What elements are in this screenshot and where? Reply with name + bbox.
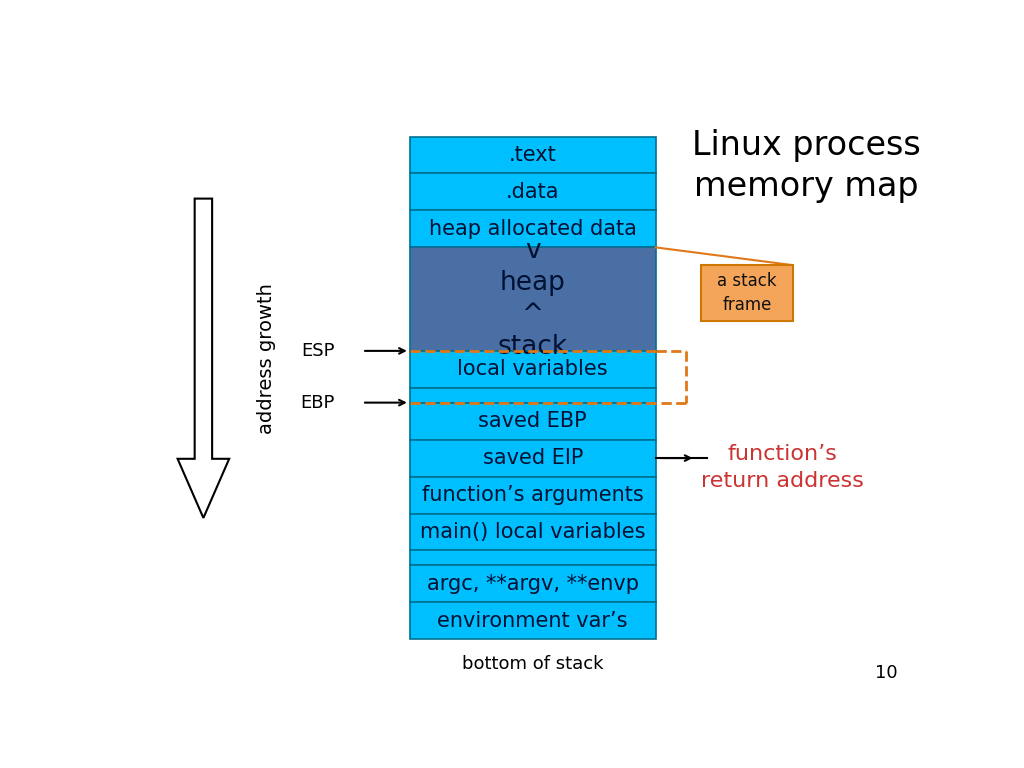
Text: saved EBP: saved EBP <box>478 411 587 431</box>
Text: function’s
return address: function’s return address <box>701 445 864 491</box>
Text: .text: .text <box>509 145 557 165</box>
Text: EBP: EBP <box>300 394 334 412</box>
Text: heap allocated data: heap allocated data <box>429 219 637 239</box>
Bar <box>410 247 655 351</box>
Text: local variables: local variables <box>458 359 608 379</box>
Text: function’s arguments: function’s arguments <box>422 485 644 505</box>
Text: ESP: ESP <box>301 342 334 360</box>
FancyBboxPatch shape <box>701 265 793 321</box>
Polygon shape <box>177 199 229 518</box>
Text: a stack
frame: a stack frame <box>717 273 777 314</box>
Text: saved EIP: saved EIP <box>482 448 583 468</box>
Bar <box>410 402 655 439</box>
Bar <box>410 174 655 210</box>
Text: bottom of stack: bottom of stack <box>462 655 603 673</box>
Text: v
heap
^
stack: v heap ^ stack <box>498 238 567 360</box>
Bar <box>410 602 655 639</box>
Bar <box>410 388 655 402</box>
Bar <box>410 476 655 514</box>
Text: environment var’s: environment var’s <box>437 611 628 631</box>
Bar <box>410 351 655 388</box>
Text: .data: .data <box>506 182 559 202</box>
Bar <box>410 210 655 247</box>
Text: Linux process
memory map: Linux process memory map <box>692 129 921 203</box>
Text: address growth: address growth <box>257 283 276 434</box>
Bar <box>410 137 655 174</box>
Text: 10: 10 <box>876 664 898 682</box>
Text: main() local variables: main() local variables <box>420 522 645 542</box>
Bar <box>410 439 655 476</box>
Bar <box>410 565 655 602</box>
Text: argc, **argv, **envp: argc, **argv, **envp <box>427 574 639 594</box>
Bar <box>410 551 655 565</box>
Bar <box>410 514 655 551</box>
